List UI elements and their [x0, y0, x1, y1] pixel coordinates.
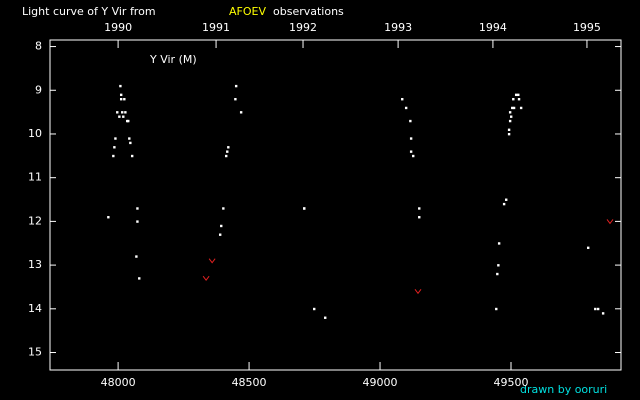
observation — [121, 111, 124, 114]
observation — [594, 307, 597, 311]
x2-tick-label: 1995 — [573, 21, 601, 34]
observation — [124, 111, 127, 114]
observation — [507, 132, 511, 136]
observation — [138, 277, 141, 280]
observation — [226, 150, 229, 153]
observation — [509, 115, 513, 118]
observation — [128, 137, 131, 140]
observation — [409, 119, 412, 123]
observation — [596, 307, 600, 311]
y-tick-label: 11 — [28, 171, 42, 184]
observation — [511, 106, 514, 110]
observation — [505, 198, 508, 201]
observation — [234, 84, 238, 88]
x-tick-label: 48500 — [232, 376, 267, 389]
observation — [404, 106, 408, 110]
chart-title-end: observations — [273, 5, 344, 18]
x2-tick-label: 1992 — [289, 21, 317, 34]
upper-limit — [606, 219, 614, 225]
observation — [122, 115, 125, 118]
y-tick-label: 10 — [28, 127, 42, 140]
x-tick-label: 49500 — [493, 376, 528, 389]
observation — [303, 207, 306, 210]
observation — [517, 93, 520, 97]
y-tick-label: 12 — [28, 214, 42, 227]
observation — [512, 106, 516, 110]
observation — [130, 154, 134, 158]
upper-limit — [208, 258, 216, 264]
x2-tick-label: 1990 — [104, 21, 132, 34]
observation — [409, 150, 413, 153]
observation — [502, 202, 506, 206]
y-tick-label: 13 — [28, 258, 42, 271]
observation — [508, 119, 512, 123]
observation — [507, 128, 511, 132]
observation — [586, 246, 590, 250]
observation — [107, 216, 110, 219]
observation — [412, 154, 415, 158]
x-tick-label: 48000 — [101, 376, 136, 389]
upper-limit — [414, 289, 422, 295]
observation — [508, 111, 512, 114]
observation — [113, 146, 116, 149]
observation — [116, 111, 119, 114]
observation — [495, 307, 498, 311]
chart-title: Light curve of Y Vir from — [22, 5, 156, 18]
observation — [514, 93, 518, 97]
plot-frame — [49, 39, 622, 371]
observation — [497, 242, 501, 245]
upper-limit — [202, 275, 210, 282]
y-tick-label: 14 — [28, 302, 42, 315]
observation — [512, 98, 515, 101]
observation — [119, 98, 123, 101]
y-tick-label: 15 — [28, 346, 42, 359]
observation — [519, 106, 523, 110]
y-tick-label: 9 — [35, 83, 42, 96]
observation — [129, 141, 132, 145]
observation — [218, 233, 222, 236]
y-tick-label: 8 — [35, 40, 42, 53]
star-label: Y Vir (M) — [149, 53, 197, 66]
observation — [517, 98, 521, 101]
x2-tick-label: 1991 — [202, 21, 230, 34]
observation — [118, 115, 121, 118]
observation — [225, 154, 228, 158]
observation — [136, 220, 139, 223]
observation — [135, 255, 138, 258]
observation — [112, 154, 115, 158]
observation — [136, 207, 139, 210]
x2-tick-label: 1993 — [384, 21, 412, 34]
observation — [239, 111, 243, 114]
observation — [418, 207, 421, 210]
observation — [409, 137, 413, 140]
observation — [220, 224, 223, 228]
observation — [123, 98, 126, 101]
observation — [497, 264, 500, 267]
credit: drawn by ooruri — [520, 383, 607, 396]
x-tick-label: 49000 — [363, 376, 398, 389]
observation — [127, 119, 130, 123]
observation — [601, 312, 605, 315]
observation — [119, 84, 122, 88]
observation — [114, 137, 117, 140]
observation — [401, 98, 404, 101]
observation — [234, 98, 237, 101]
x2-tick-label: 1994 — [479, 21, 507, 34]
observation — [496, 272, 499, 276]
observation — [324, 316, 327, 319]
observation — [222, 207, 225, 210]
observation — [418, 216, 421, 219]
observation — [313, 307, 316, 311]
observation — [227, 146, 230, 149]
observation — [119, 93, 123, 97]
chart-title-highlight: AFOEV — [229, 5, 266, 18]
